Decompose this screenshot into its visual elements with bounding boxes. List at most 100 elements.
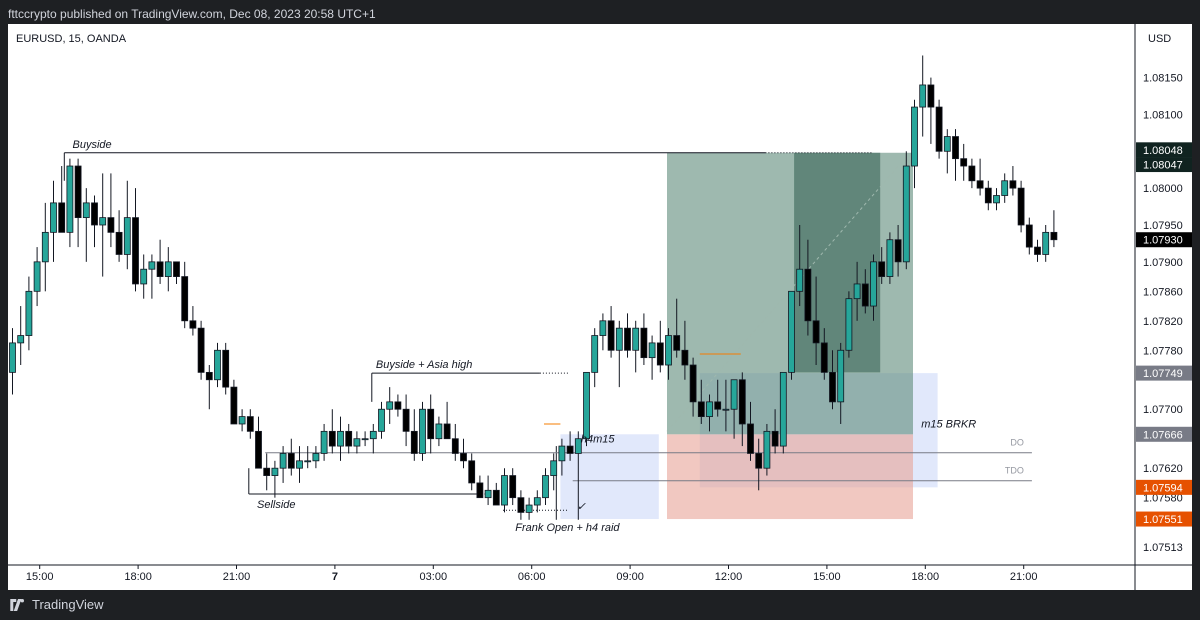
candle-body-126	[1042, 231, 1050, 255]
candle-body-89	[738, 379, 746, 425]
candle-body-34	[287, 453, 295, 469]
candle-body-39	[328, 430, 336, 447]
y-tick-label-7: 1.07780	[1143, 345, 1183, 357]
candle-body-66	[550, 460, 558, 476]
price-tag-bg-4	[1136, 426, 1192, 442]
candle-body-10	[91, 202, 98, 226]
axis-layer: 1.08150 1.08100 1.08000 1.07950 1.07900 1.078…	[8, 24, 1192, 590]
candle-body-65	[542, 475, 549, 499]
candle-body-127	[1050, 231, 1058, 241]
candle-body-21	[181, 276, 189, 322]
candle-body-33	[279, 453, 287, 469]
candle-body-42	[353, 438, 361, 447]
price-tag-bg-0	[1136, 142, 1192, 158]
candle-body-40	[337, 430, 344, 447]
candle-body-24	[205, 371, 213, 381]
candle-body-108	[894, 239, 902, 263]
candle-body-17	[148, 261, 156, 270]
annotation-1: h4m15	[581, 433, 616, 445]
candle-body-4	[41, 231, 49, 263]
candle-body-88	[730, 379, 738, 410]
price-tag-bg-5	[1136, 479, 1192, 495]
candle-body-49	[410, 430, 418, 454]
candle-body-2	[25, 290, 33, 336]
candle-body-45	[378, 408, 385, 432]
candle-body-51	[427, 408, 435, 440]
y-tick-label-4: 1.07900	[1143, 257, 1183, 269]
candle-body-37	[312, 453, 320, 462]
candle-body-41	[345, 430, 353, 447]
candle-body-60	[501, 475, 508, 506]
y-tick-label-11: 1.07513	[1143, 542, 1183, 554]
candle-body-104	[861, 283, 869, 307]
chart-area[interactable]: Buyside Buyside + Asia high Sellside DO TDO …	[8, 24, 1192, 590]
candle-body-112	[927, 84, 935, 108]
trade-path-line	[666, 158, 906, 432]
candle-body-107	[886, 239, 894, 277]
candle-body-110	[911, 106, 918, 167]
candle-body-64	[533, 497, 541, 506]
candle-body-50	[419, 408, 426, 454]
candle-body-11	[99, 217, 107, 226]
candle-body-118	[976, 180, 984, 189]
candle-body-19	[164, 261, 172, 277]
candle-body-31	[263, 467, 271, 476]
candle-body-44	[369, 430, 377, 440]
candle-body-94	[779, 371, 787, 447]
candle-body-7	[66, 165, 74, 233]
candle-body-115	[952, 136, 959, 160]
footer-brand: TradingView	[32, 597, 104, 612]
price-tag-4: 1.07666	[1143, 429, 1183, 441]
annotation-2: m15 BRKR	[921, 419, 976, 431]
annotation-0: Frank Open + h4 raid	[515, 522, 620, 534]
candle-body-14	[123, 217, 131, 255]
candle-body-59	[492, 489, 500, 506]
candle-body-79	[656, 342, 664, 366]
candle-body-81	[673, 335, 681, 351]
candle-body-22	[189, 320, 197, 329]
candle-body-54	[451, 438, 459, 454]
candle-body-1	[17, 335, 25, 344]
currency-label: USD	[1148, 33, 1171, 45]
price-tag-bg-3	[1136, 365, 1192, 381]
candle-body-58	[484, 489, 492, 499]
x-tick-label-5: 06:00	[518, 571, 546, 583]
candle-body-101	[837, 349, 845, 403]
candle-body-80	[665, 335, 672, 366]
candle-body-124	[1025, 224, 1033, 248]
price-tag-bg-1	[1136, 157, 1192, 173]
candle-body-117	[968, 165, 976, 182]
candle-body-57	[476, 482, 484, 499]
zone-layer	[560, 152, 938, 520]
candle-body-75	[624, 327, 631, 351]
candle-body-82	[681, 349, 689, 366]
publisher-line: fttccrypto published on TradingView.com,…	[8, 7, 376, 21]
candle-body-114	[943, 136, 951, 152]
candle-body-74	[615, 327, 623, 351]
candle-body-15	[132, 217, 139, 285]
candle-body-16	[140, 268, 148, 285]
candle-body-46	[386, 401, 394, 410]
x-tick-label-4: 03:00	[420, 571, 448, 583]
candle-body-36	[304, 460, 312, 463]
candle-body-122	[1009, 180, 1017, 189]
candle-body-70	[583, 371, 590, 440]
price-tag-5: 1.07594	[1143, 482, 1183, 494]
candle-body-105	[870, 261, 877, 307]
x-tick-label-0: 15:00	[26, 571, 54, 583]
x-tick-label-2: 21:00	[223, 571, 251, 583]
price-tag-bg-6	[1136, 511, 1192, 527]
candle-body-98	[812, 320, 820, 344]
price-tag-6: 1.07551	[1143, 514, 1183, 526]
candle-body-103	[853, 283, 861, 300]
candle-body-35	[296, 460, 303, 469]
candle-body-93	[771, 430, 779, 447]
price-tag-1: 1.08047	[1143, 160, 1183, 172]
y-tick-label-10: 1.07580	[1143, 493, 1183, 505]
candle-body-68	[566, 445, 574, 454]
candle-body-119	[984, 187, 992, 204]
candle-body-29	[246, 416, 254, 432]
candle-body-3	[33, 261, 41, 292]
candle-body-28	[238, 416, 246, 425]
